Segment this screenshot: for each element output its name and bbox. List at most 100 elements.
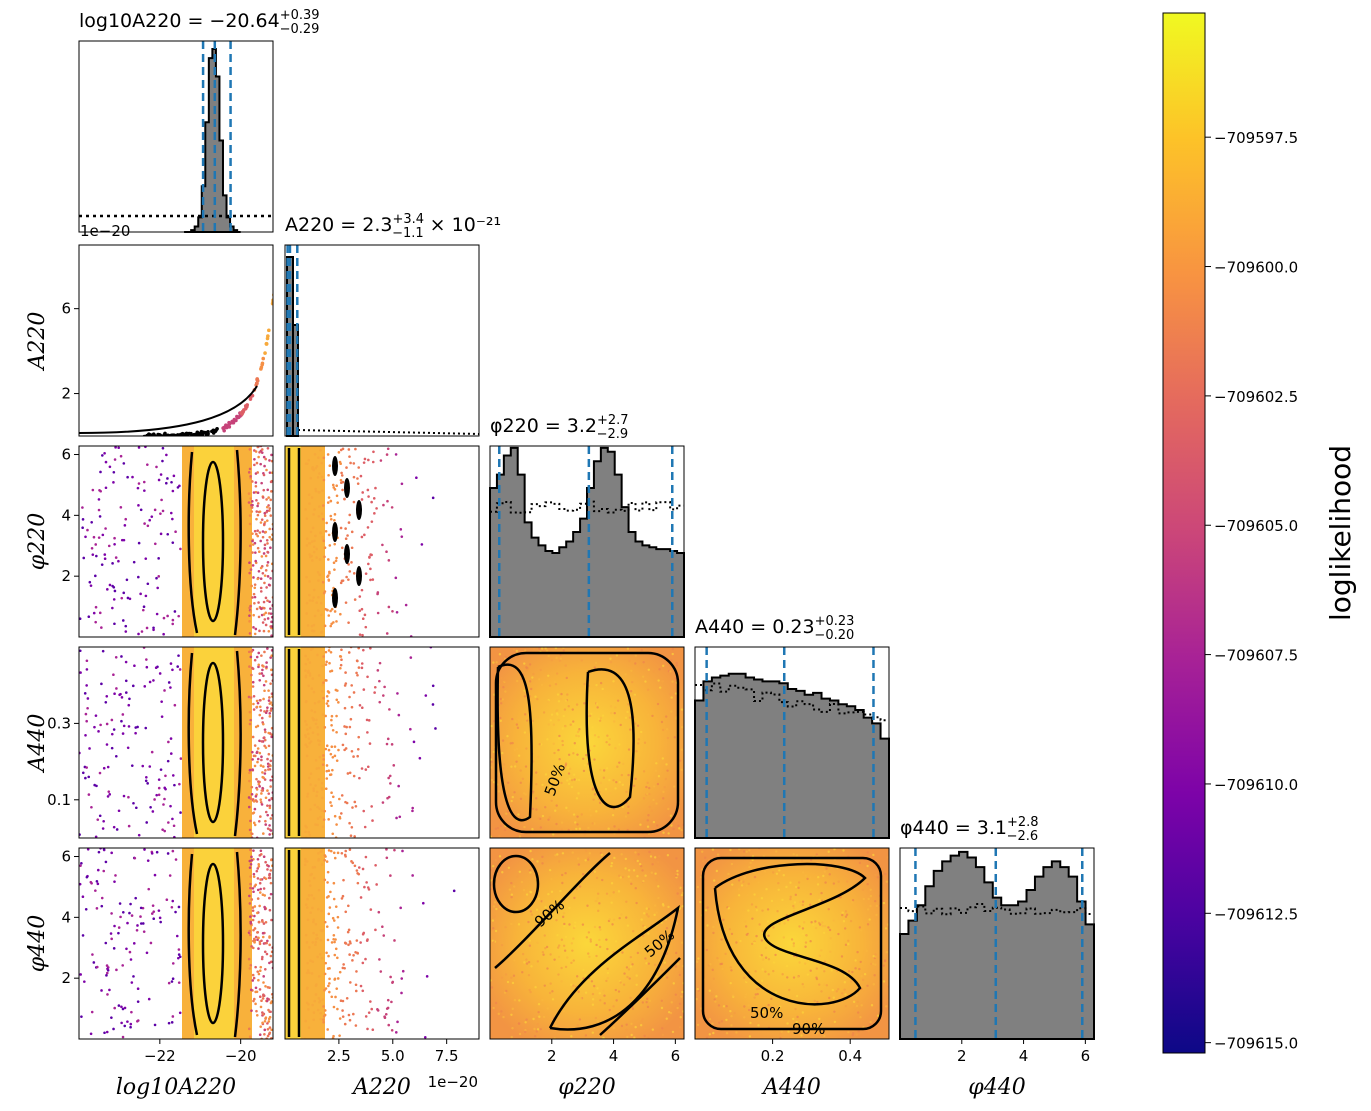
sample-point — [111, 606, 114, 610]
sample-point — [346, 772, 350, 775]
sample-point — [701, 860, 705, 863]
sample-point — [267, 768, 270, 771]
sample-point — [253, 449, 256, 452]
sample-point — [268, 696, 271, 699]
sample-point — [543, 984, 546, 987]
sample-point — [764, 970, 767, 973]
sample-point — [173, 783, 176, 787]
sample-point — [137, 575, 140, 579]
sample-point — [320, 461, 323, 465]
sample-point — [347, 578, 350, 581]
sample-point — [344, 849, 348, 853]
sample-point — [79, 617, 82, 621]
sample-point — [494, 1001, 498, 1005]
sample-point — [626, 647, 630, 650]
sample-point — [110, 746, 114, 750]
sample-point — [262, 613, 266, 616]
sample-point — [310, 972, 314, 975]
sample-point — [206, 432, 210, 436]
sample-point — [259, 849, 263, 853]
sample-point — [262, 455, 266, 459]
sample-point — [549, 982, 552, 985]
sample-point — [94, 835, 98, 838]
sample-point — [251, 685, 255, 688]
sample-point — [255, 990, 259, 994]
sample-point — [856, 950, 859, 954]
sample-point — [263, 522, 266, 526]
sample-point — [753, 987, 756, 990]
sample-point — [345, 466, 348, 469]
sample-point — [642, 880, 645, 883]
sample-point — [398, 815, 402, 819]
sample-point — [361, 633, 364, 637]
sample-point — [336, 851, 340, 855]
sample-point — [675, 661, 678, 665]
sample-point — [273, 285, 277, 289]
sample-point — [327, 818, 330, 821]
sample-point — [98, 814, 102, 818]
sample-point — [321, 580, 325, 584]
sample-point — [558, 734, 561, 738]
sample-point — [102, 819, 105, 823]
sample-point — [509, 742, 512, 745]
sample-point — [170, 905, 174, 909]
sample-point — [261, 955, 264, 959]
sample-point — [593, 666, 596, 669]
sample-point — [545, 649, 549, 652]
sample-point — [780, 1030, 783, 1033]
sample-point — [502, 686, 505, 689]
sample-point — [148, 518, 151, 522]
sample-point — [266, 997, 269, 1000]
sample-point — [744, 925, 748, 928]
sample-point — [653, 904, 657, 907]
panel-frame — [694, 646, 890, 839]
colorbar-tick-label: −709610.0 — [1214, 776, 1298, 794]
sample-point — [525, 958, 528, 961]
sample-point — [837, 880, 840, 883]
sample-point — [498, 834, 501, 838]
sample-point — [268, 943, 271, 947]
sample-point — [266, 789, 269, 792]
sample-point — [122, 794, 126, 798]
sample-point — [718, 959, 721, 962]
sample-point — [254, 551, 257, 554]
sample-point — [843, 988, 846, 991]
sample-point — [730, 862, 734, 866]
sample-point — [309, 959, 312, 963]
sample-point — [254, 481, 258, 484]
sample-point — [108, 583, 112, 587]
sample-point — [327, 849, 331, 852]
sample-point — [305, 754, 309, 758]
sample-point — [638, 942, 641, 946]
sample-point — [675, 664, 679, 667]
sample-point — [335, 620, 338, 623]
sample-point — [211, 431, 216, 435]
sample-point — [729, 848, 732, 852]
sample-point — [599, 716, 603, 720]
panel-frame — [489, 646, 685, 839]
sample-point — [86, 848, 90, 851]
sample-point — [358, 609, 362, 613]
sample-point — [533, 1034, 537, 1038]
sample-point — [258, 739, 261, 743]
sample-point — [624, 857, 628, 861]
sample-point — [97, 536, 101, 539]
sample-point — [254, 490, 258, 494]
sample-point — [553, 680, 556, 684]
sample-point — [515, 747, 519, 751]
sample-point — [647, 713, 650, 716]
sample-point — [521, 777, 525, 781]
sample-point — [328, 990, 331, 994]
sample-point — [676, 895, 680, 898]
sample-point — [269, 1001, 273, 1005]
sample-point — [270, 858, 273, 861]
sample-point — [268, 935, 271, 938]
sample-point — [309, 808, 312, 811]
sample-point — [270, 692, 273, 695]
sample-point — [348, 771, 352, 775]
sample-point — [255, 607, 259, 611]
sample-point — [625, 790, 628, 793]
sample-point — [866, 908, 870, 911]
sample-point — [642, 770, 646, 773]
